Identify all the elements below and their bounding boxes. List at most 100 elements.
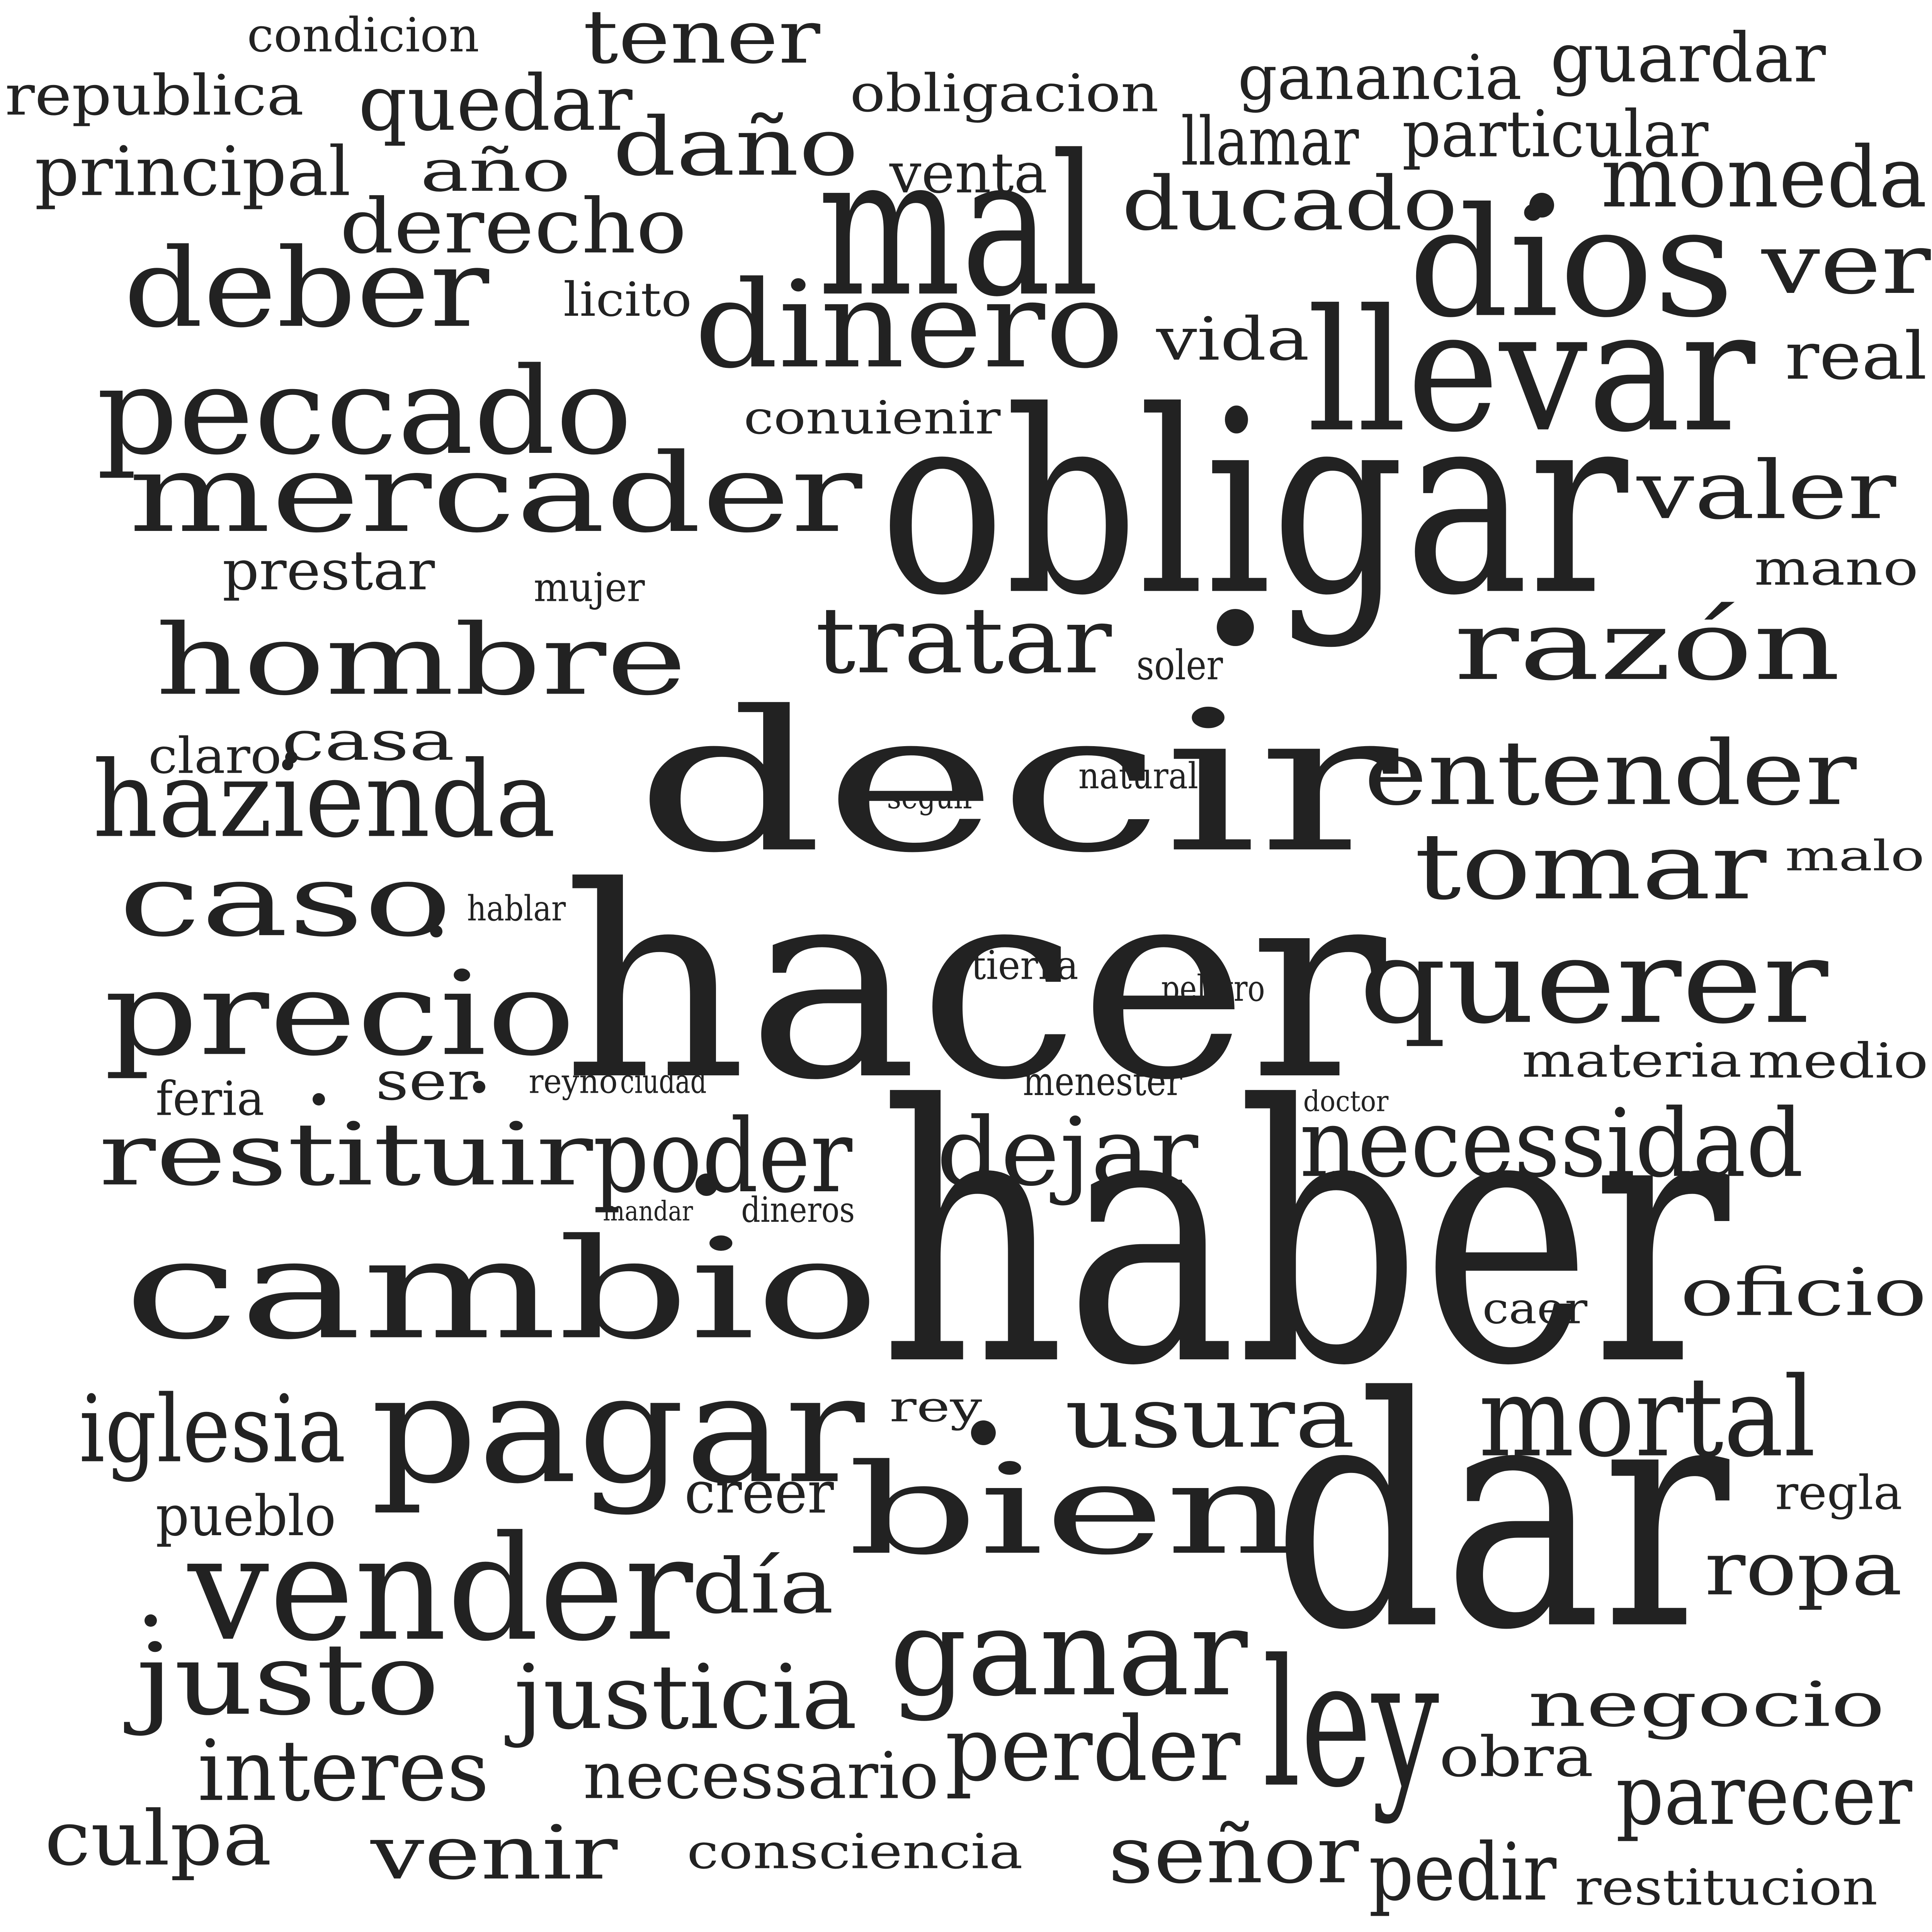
cloud-word-valer: valer: [1636, 444, 1896, 537]
cloud-word-hablar: hablar: [467, 889, 566, 929]
cloud-word-pagar: pagar: [371, 1341, 865, 1517]
cloud-word-mujer: mujer: [534, 565, 645, 611]
cloud-word-ser: ser: [375, 1050, 478, 1112]
cloud-word-ciudad: ciudad: [620, 1062, 707, 1101]
cloud-word-particular: particular: [1402, 97, 1709, 172]
cloud-word-tomar: tomar: [1414, 814, 1767, 920]
cloud-word-oficio: oficio: [1680, 1254, 1927, 1331]
cloud-word-republica: republica: [5, 63, 304, 128]
cloud-word-ganancia: ganancia: [1238, 42, 1522, 114]
cloud-word-doctor: doctor: [1303, 1084, 1389, 1118]
separator-dot: [1529, 192, 1554, 218]
cloud-word-regla: regla: [1775, 1466, 1903, 1520]
cloud-word-malo: malo: [1785, 831, 1925, 881]
cloud-word-moneda: moneda: [1601, 129, 1927, 227]
cloud-word-iglesia: iglesia: [79, 1375, 346, 1484]
cloud-word-deber: deber: [123, 225, 489, 352]
cloud-word-caer: caer: [1482, 1283, 1588, 1334]
cloud-word-hacer: hacer: [562, 830, 1386, 1138]
cloud-word-dejar: dejar: [936, 1097, 1199, 1207]
cloud-word-poder: poder: [593, 1097, 852, 1215]
cloud-word-claro: claro: [148, 727, 282, 785]
cloud-word-precio: precio: [104, 946, 576, 1082]
cloud-word-obra: obra: [1439, 1725, 1594, 1790]
cloud-word-restitucion: restitucion: [1575, 1859, 1878, 1917]
cloud-word-vender: vender: [187, 1505, 693, 1673]
separator-dot: [971, 1420, 996, 1446]
cloud-word-mercader: mercader: [128, 430, 862, 557]
cloud-word-pueblo: pueblo: [155, 1484, 336, 1549]
cloud-word-creer: creer: [684, 1459, 834, 1527]
cloud-word-dineros: dineros: [741, 1190, 855, 1230]
separator-dot: [695, 1173, 718, 1196]
cloud-word-ganar: ganar: [889, 1583, 1248, 1723]
cloud-word-venir: venir: [371, 1810, 618, 1896]
separator-dot: [1216, 609, 1254, 646]
cloud-word-prestar: prestar: [222, 539, 435, 602]
separator-dot: [430, 925, 442, 938]
separator-dot: [473, 1081, 486, 1094]
cloud-word-entender: entender: [1364, 721, 1857, 825]
cloud-word-casa: casa: [281, 709, 455, 773]
cloud-word-derecho: derecho: [340, 182, 687, 271]
cloud-word-senor: señor: [1108, 1809, 1359, 1901]
cloud-word-consciencia: consciencia: [687, 1824, 1023, 1880]
cloud-word-decir: decir: [635, 669, 1398, 895]
cloud-word-quedar: quedar: [358, 59, 633, 148]
cloud-word-dar: dar: [1272, 1330, 1730, 1700]
cloud-word-mandar: mandar: [603, 1196, 693, 1228]
cloud-word-condicion: condicion: [247, 8, 480, 63]
cloud-word-ver: ver: [1761, 215, 1931, 313]
cloud-word-culpa: culpa: [44, 1794, 272, 1883]
cloud-word-dinero: dinero: [694, 255, 1124, 395]
cloud-word-justicia: justicia: [514, 1645, 857, 1749]
cloud-word-seguir: seguir: [887, 779, 976, 816]
cloud-word-dios: dios: [1408, 175, 1735, 351]
cloud-word-medio: medio: [1748, 1033, 1929, 1090]
cloud-word-conuienir: conuienir: [743, 391, 1001, 445]
cloud-word-dia: día: [692, 1543, 834, 1631]
cloud-word-parecer: parecer: [1616, 1747, 1912, 1844]
cloud-word-obligar: obligar: [879, 357, 1628, 651]
cloud-word-pedir: pedir: [1369, 1826, 1557, 1918]
cloud-word-ley: ley: [1262, 1622, 1439, 1827]
cloud-word-guardar: guardar: [1550, 19, 1826, 98]
cloud-word-haber: haber: [879, 1030, 1730, 1444]
separator-dot: [285, 751, 298, 764]
cloud-word-llevar: llevar: [1307, 274, 1755, 469]
cloud-word-natural: natural: [1078, 755, 1199, 797]
cloud-word-tener: tener: [583, 0, 820, 80]
cloud-word-reyno: reyno: [529, 1062, 618, 1101]
cloud-word-ducado: ducado: [1121, 160, 1458, 247]
cloud-word-negocio: negocio: [1528, 1668, 1885, 1741]
cloud-word-menester: menester: [1023, 1059, 1182, 1105]
cloud-word-querer: querer: [1359, 914, 1828, 1050]
cloud-word-feria: feria: [155, 1071, 265, 1126]
cloud-word-vida: vida: [1156, 305, 1310, 374]
cloud-word-tratar: tratar: [815, 588, 1112, 694]
separator-dot: [145, 1614, 157, 1627]
cloud-word-llamar: llamar: [1181, 103, 1359, 181]
cloud-word-caso: caso: [118, 842, 452, 959]
cloud-word-rey: rey: [889, 1382, 982, 1432]
cloud-word-hazienda: hazienda: [92, 738, 556, 861]
cloud-word-mal: mal: [818, 113, 1100, 340]
cloud-word-necessidad: necessidad: [1299, 1089, 1804, 1198]
cloud-word-peccado: peccado: [96, 342, 633, 481]
cloud-word-perder: perder: [945, 1697, 1240, 1801]
cloud-word-licito: licito: [563, 272, 692, 327]
cloud-word-cambio: cambio: [123, 1209, 880, 1370]
separator-dot: [312, 1093, 325, 1106]
cloud-word-real: real: [1785, 318, 1927, 395]
cloud-word-ropa: ropa: [1704, 1525, 1903, 1612]
cloud-word-restituir: restituir: [99, 1104, 593, 1205]
cloud-word-hombre: hombre: [155, 603, 687, 717]
cloud-word-tierra: tierra: [971, 943, 1078, 989]
cloud-word-interes: interes: [197, 1722, 489, 1820]
cloud-word-mortal: mortal: [1478, 1353, 1816, 1481]
cloud-word-necessario: necessario: [583, 1738, 939, 1814]
cloud-word-bien: bien: [847, 1437, 1297, 1583]
cloud-word-mano: mano: [1754, 540, 1918, 597]
cloud-word-peligro: peligro: [1161, 968, 1265, 1010]
